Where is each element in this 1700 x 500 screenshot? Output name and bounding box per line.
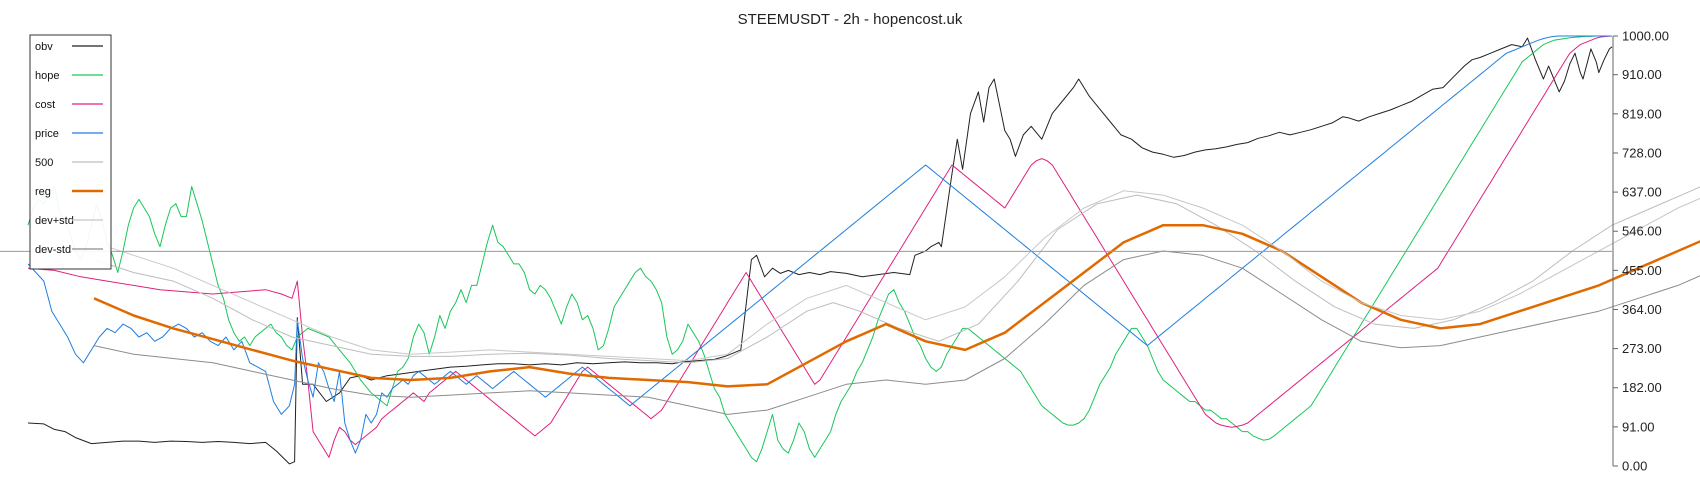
legend-label: obv (35, 41, 53, 53)
y-tick-label: 728.00 (1622, 145, 1662, 160)
legend-label: 500 (35, 157, 53, 169)
series-line-obv (27, 37, 1613, 465)
series-line-hope (27, 35, 1612, 463)
y-tick-label: 91.00 (1622, 419, 1655, 434)
y-tick-label: 182.00 (1622, 380, 1662, 395)
series-line-500 (93, 186, 1700, 364)
y-tick-label: 819.00 (1622, 106, 1662, 121)
legend-label: dev+std (35, 215, 74, 227)
series-line-reg (93, 223, 1700, 388)
y-tick-label: 455.00 (1622, 263, 1662, 278)
y-tick-label: 910.00 (1622, 67, 1662, 82)
y-tick-label: 273.00 (1622, 341, 1662, 356)
chart-title: STEEMUSDT - 2h - hopencost.uk (737, 11, 963, 28)
legend-label: reg (35, 186, 51, 198)
series-line-price (27, 35, 1612, 454)
series-line-dev-std (93, 250, 1700, 415)
y-tick-label: 0.00 (1622, 459, 1647, 474)
legend: obv hope cost price 500 reg dev+std dev-std (29, 34, 112, 270)
legend-label: price (35, 128, 59, 140)
y-tick-label: 546.00 (1622, 224, 1662, 239)
y-tick-label: 364.00 (1622, 302, 1662, 317)
series-line-dev-std (93, 190, 1700, 362)
legend-label: cost (35, 99, 55, 111)
y-tick-label: 637.00 (1622, 185, 1662, 200)
series-line-cost (27, 35, 1613, 458)
legend-label: dev-std (35, 244, 71, 256)
series-layer (27, 35, 1700, 465)
legend-box (29, 34, 112, 270)
y-axis-ticks: 1000.00 910.00 819.00 728.00 637.00 546.00 455… (1613, 29, 1669, 474)
legend-label: hope (35, 70, 59, 82)
y-tick-label: 1000.00 (1622, 29, 1669, 44)
